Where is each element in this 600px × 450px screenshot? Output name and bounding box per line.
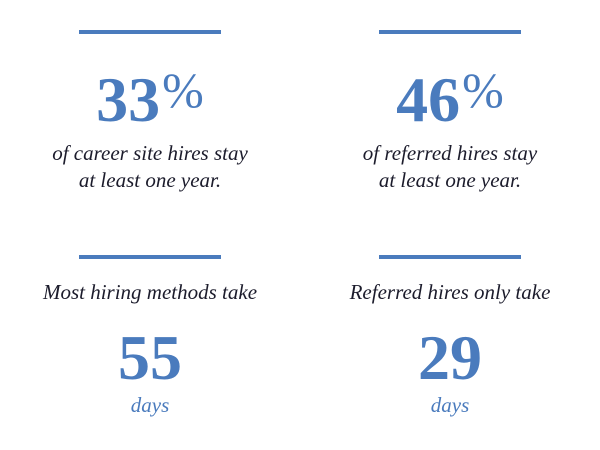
duration-number: 29 <box>418 322 482 393</box>
caption-line: at least one year. <box>378 168 522 192</box>
stat-caption: of referred hires stay at least one year. <box>300 140 600 194</box>
divider <box>79 30 221 34</box>
duration-number: 55 <box>118 322 182 393</box>
divider <box>379 255 521 259</box>
stat-unit: % <box>462 62 504 118</box>
caption-line: of career site hires stay <box>52 141 248 165</box>
stat-figure: 33% <box>0 58 300 132</box>
caption-line: of referred hires stay <box>362 141 538 165</box>
duration-unit: days <box>130 393 170 417</box>
caption-line: at least one year. <box>78 168 222 192</box>
duration-unit: days <box>430 393 470 417</box>
stat-unit: % <box>162 62 204 118</box>
stat-figure: 46% <box>300 58 600 132</box>
duration-lead: Most hiring methods take <box>42 280 258 304</box>
divider <box>79 255 221 259</box>
duration-lead: Referred hires only take <box>349 280 551 304</box>
stat-number: 46 <box>396 64 461 135</box>
stat-number: 33 <box>96 64 161 135</box>
stat-caption: of career site hires stay at least one ye… <box>0 140 300 194</box>
divider <box>379 30 521 34</box>
